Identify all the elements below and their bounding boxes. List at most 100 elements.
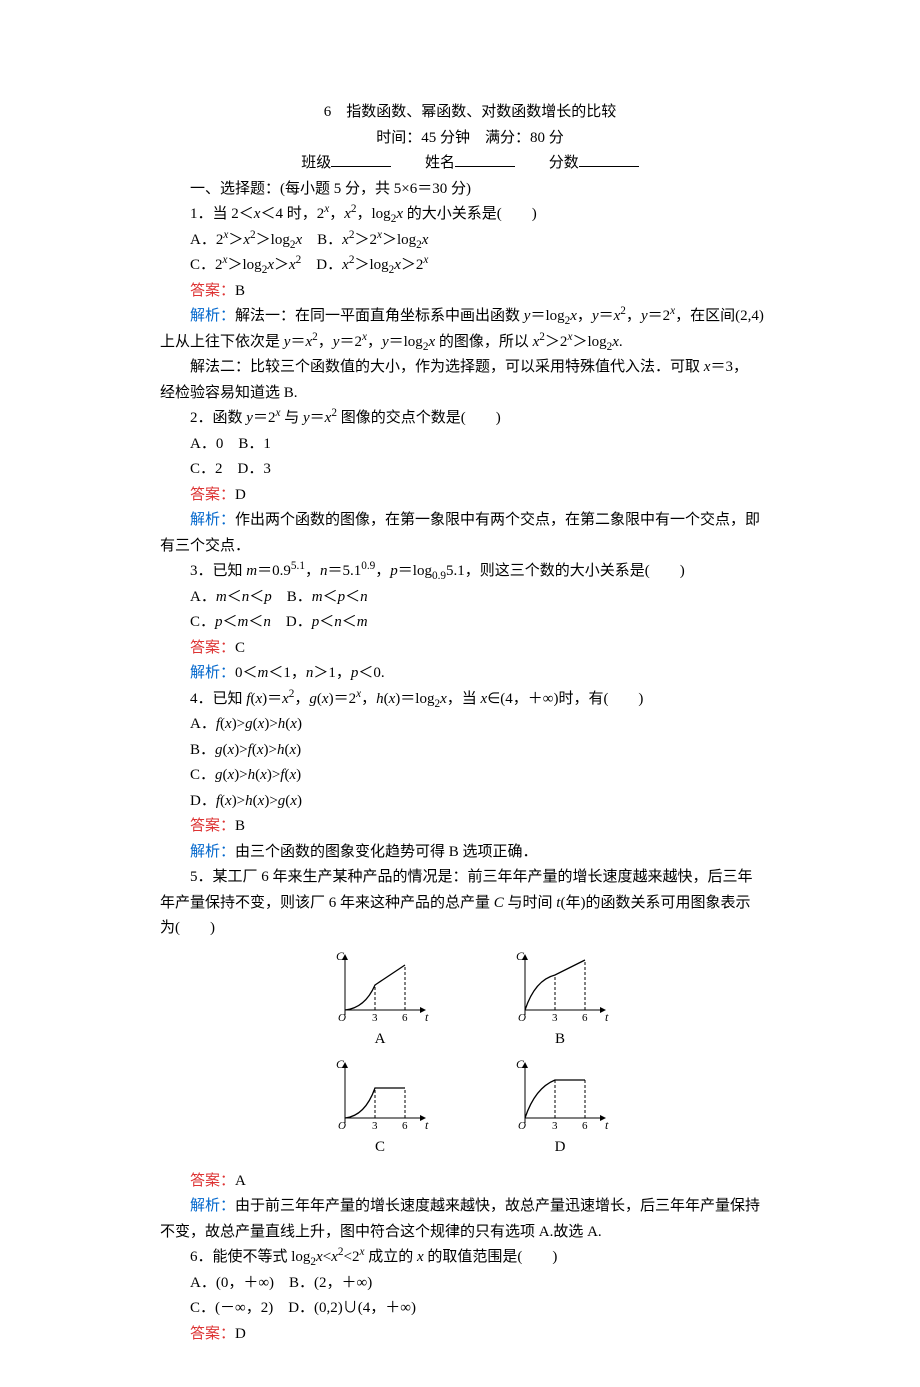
svg-text:C: C xyxy=(516,950,525,963)
q4-optD: D．f(x)>h(x)>g(x) xyxy=(160,789,780,815)
section1-title: 一、选择题：(每小题 5 分，共 5×6＝30 分) xyxy=(160,177,780,203)
q2-analysis-b: 有三个交点． xyxy=(160,534,780,560)
text: 的大小关系是( ) xyxy=(403,206,537,222)
svg-text:O: O xyxy=(338,1012,346,1024)
svg-text:O: O xyxy=(518,1120,526,1132)
q4-optC: C．g(x)>h(x)>f(x) xyxy=(160,763,780,789)
score-blank[interactable] xyxy=(579,151,639,167)
svg-text:t: t xyxy=(605,1010,609,1024)
answer-value: A xyxy=(235,1173,246,1189)
optC: C．(－∞，2) xyxy=(190,1300,273,1316)
svg-text:t: t xyxy=(605,1118,609,1132)
answer-label: 答案： xyxy=(190,283,235,299)
svg-text:6: 6 xyxy=(582,1120,588,1132)
answer-label: 答案： xyxy=(190,1173,235,1189)
svg-text:t: t xyxy=(425,1118,429,1132)
q5-stem-l1: 5．某工厂 6 年来生产某种产品的情况是：前三年年产量的增长速度越来越快，后三年 xyxy=(160,865,780,891)
answer-label: 答案： xyxy=(190,818,235,834)
graph-B-label: B xyxy=(555,1027,565,1053)
svg-text:t: t xyxy=(425,1010,429,1024)
optB: B．(2，＋∞) xyxy=(289,1275,372,1291)
header-blanks: 班级 姓名 分数 xyxy=(160,151,780,177)
q3-optCD: C．p＜m＜n D．p＜n＜m xyxy=(160,610,780,636)
chapter-title: 6 指数函数、幂函数、对数函数增长的比较 xyxy=(160,100,780,126)
q1-answer: 答案：B xyxy=(160,279,780,305)
svg-text:3: 3 xyxy=(372,1120,378,1132)
q2-answer: 答案：D xyxy=(160,483,780,509)
name-label: 姓名 xyxy=(425,155,455,171)
graph-A-label: A xyxy=(375,1027,386,1053)
q5-graphs: C O 3 6 t A C O 3 6 t B xyxy=(160,950,780,1161)
q6-answer: 答案：D xyxy=(160,1322,780,1348)
analysis-label: 解析： xyxy=(190,512,235,528)
q2-optAB: A．0 B．1 xyxy=(160,432,780,458)
q1-analysis1: 解析：解法一：在同一平面直角坐标系中画出函数 y＝log2x，y＝x2，y＝2x… xyxy=(160,304,780,330)
q5-analysis-l2: 不变，故总产量直线上升，图中符合这个规律的只有选项 A.故选 A. xyxy=(160,1220,780,1246)
q5-analysis-l1: 解析：由于前三年年产量的增长速度越来越快，故总产量迅速增长，后三年年产量保持 xyxy=(160,1194,780,1220)
optC: C．2 xyxy=(190,461,223,477)
q3-stem: 3．已知 m＝0.95.1，n＝5.10.9，p＝log0.95.1，则这三个数… xyxy=(160,559,780,585)
q1-stem: 1．当 2＜x＜4 时，2x，x2，log2x 的大小关系是( ) xyxy=(160,202,780,228)
answer-value: C xyxy=(235,640,245,656)
graph-C: C O 3 6 t C xyxy=(325,1058,435,1161)
q4-analysis: 解析：由三个函数的图象变化趋势可得 B 选项正确． xyxy=(160,840,780,866)
svg-text:3: 3 xyxy=(372,1012,378,1024)
q1-analysis1b: 上从上往下依次是 y＝x2，y＝2x，y＝log2x 的图像，所以 x2＞2x＞… xyxy=(160,330,780,356)
analysis-label: 解析： xyxy=(190,1198,235,1214)
svg-text:C: C xyxy=(336,1058,345,1071)
time-score: 时间：45 分钟 满分：80 分 xyxy=(160,126,780,152)
analysis-text: 由三个函数的图象变化趋势可得 B 选项正确． xyxy=(235,844,538,860)
text: 1．当 2＜ xyxy=(190,206,254,222)
svg-text:O: O xyxy=(518,1012,526,1024)
q4-optB: B．g(x)>f(x)>h(x) xyxy=(160,738,780,764)
svg-text:3: 3 xyxy=(552,1012,558,1024)
answer-value: D xyxy=(235,487,246,503)
svg-text:C: C xyxy=(336,950,345,963)
graph-C-label: C xyxy=(375,1135,385,1161)
optA: A．0 xyxy=(190,436,223,452)
class-label: 班级 xyxy=(301,155,331,171)
answer-label: 答案： xyxy=(190,1326,235,1342)
q5-stem-l3: 为( ) xyxy=(160,916,780,942)
q5-stem-l2: 年产量保持不变，则该厂 6 年来这种产品的总产量 C 与时间 t(年)的函数关系… xyxy=(160,891,780,917)
q6-optAB: A．(0，＋∞) B．(2，＋∞) xyxy=(160,1271,780,1297)
analysis-label: 解析： xyxy=(190,308,235,324)
optD: D．(0,2)∪(4，＋∞) xyxy=(288,1300,416,1316)
analysis-label: 解析： xyxy=(190,844,235,860)
q4-optA: A．f(x)>g(x)>h(x) xyxy=(160,712,780,738)
q4-answer: 答案：B xyxy=(160,814,780,840)
svg-text:6: 6 xyxy=(582,1012,588,1024)
answer-label: 答案： xyxy=(190,487,235,503)
class-blank[interactable] xyxy=(331,151,391,167)
q3-analysis: 解析：0＜m＜1，n＞1，p＜0. xyxy=(160,661,780,687)
optA: A．(0，＋∞) xyxy=(190,1275,274,1291)
text: ，log xyxy=(357,206,391,222)
q2-stem: 2．函数 y＝2x 与 y＝x2 图像的交点个数是( ) xyxy=(160,406,780,432)
graph-A: C O 3 6 t A xyxy=(325,950,435,1053)
q1-analysis2: 解法二：比较三个函数值的大小，作为选择题，可以采用特殊值代入法．可取 x＝3， xyxy=(160,355,780,381)
q2-optCD: C．2 D．3 xyxy=(160,457,780,483)
graph-B: C O 3 6 t B xyxy=(505,950,615,1053)
analysis-label: 解析： xyxy=(190,665,235,681)
name-blank[interactable] xyxy=(455,151,515,167)
q3-answer: 答案：C xyxy=(160,636,780,662)
q5-answer: 答案：A xyxy=(160,1169,780,1195)
graph-D-label: D xyxy=(555,1135,566,1161)
optD: D．3 xyxy=(238,461,271,477)
q4-stem: 4．已知 f(x)＝x2，g(x)＝2x，h(x)＝log2x，当 x∈(4，＋… xyxy=(160,687,780,713)
answer-value: D xyxy=(235,1326,246,1342)
optB: B．1 xyxy=(238,436,271,452)
svg-text:6: 6 xyxy=(402,1012,408,1024)
q1-optA-B: A．2x＞x2＞log2x B．x2＞2x＞log2x xyxy=(160,228,780,254)
q1-analysis2b: 经检验容易知道选 B. xyxy=(160,381,780,407)
q6-optCD: C．(－∞，2) D．(0,2)∪(4，＋∞) xyxy=(160,1296,780,1322)
q3-optAB: A．m＜n＜p B．m＜p＜n xyxy=(160,585,780,611)
answer-value: B xyxy=(235,283,245,299)
answer-label: 答案： xyxy=(190,640,235,656)
svg-text:6: 6 xyxy=(402,1120,408,1132)
graph-D: C O 3 6 t D xyxy=(505,1058,615,1161)
svg-text:O: O xyxy=(338,1120,346,1132)
score-label: 分数 xyxy=(549,155,579,171)
q2-analysis: 解析：作出两个函数的图像，在第一象限中有两个交点，在第二象限中有一个交点，即 xyxy=(160,508,780,534)
svg-text:3: 3 xyxy=(552,1120,558,1132)
